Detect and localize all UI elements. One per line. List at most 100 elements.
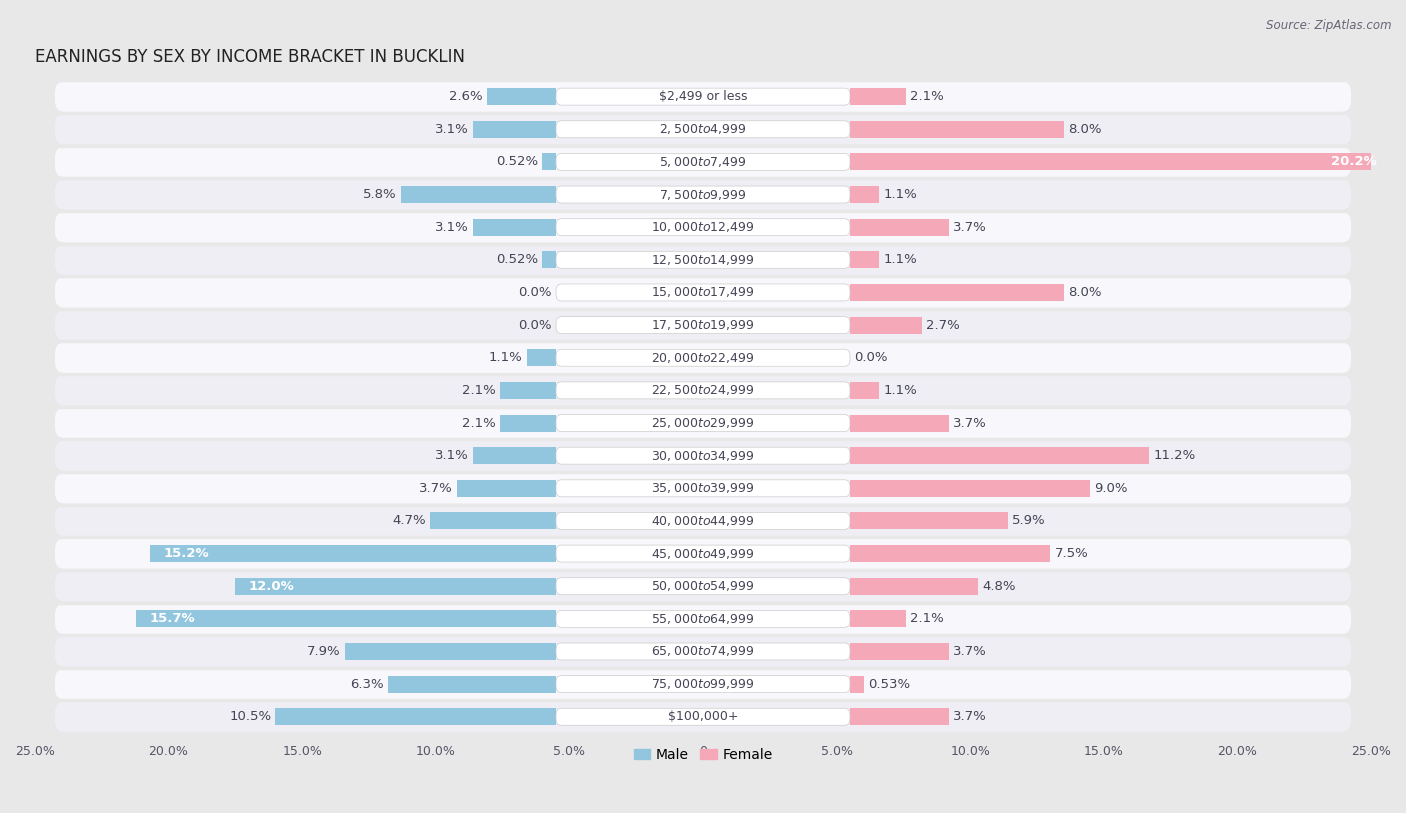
Text: $20,000 to $22,499: $20,000 to $22,499 [651,350,755,365]
FancyBboxPatch shape [55,473,1351,503]
Text: 3.7%: 3.7% [419,482,453,495]
Text: EARNINGS BY SEX BY INCOME BRACKET IN BUCKLIN: EARNINGS BY SEX BY INCOME BRACKET IN BUC… [35,47,465,66]
Text: 3.1%: 3.1% [436,220,470,233]
Bar [851,708,949,725]
Text: 2.7%: 2.7% [927,319,960,332]
Text: $30,000 to $34,999: $30,000 to $34,999 [651,449,755,463]
FancyBboxPatch shape [555,382,851,399]
Bar [851,251,879,268]
Text: 3.7%: 3.7% [953,416,987,429]
FancyBboxPatch shape [555,316,851,333]
Bar [501,382,555,399]
Text: $100,000+: $100,000+ [668,711,738,724]
Bar [388,676,555,693]
Bar [851,611,905,628]
Bar [344,643,555,660]
FancyBboxPatch shape [555,447,851,464]
Text: $17,500 to $19,999: $17,500 to $19,999 [651,318,755,332]
Text: 3.7%: 3.7% [953,645,987,658]
Text: 20.2%: 20.2% [1330,155,1376,168]
Text: 0.0%: 0.0% [519,286,553,299]
Bar [851,480,1091,497]
FancyBboxPatch shape [55,375,1351,406]
FancyBboxPatch shape [55,669,1351,699]
Bar [474,219,555,236]
Text: $7,500 to $9,999: $7,500 to $9,999 [659,188,747,202]
Text: 1.1%: 1.1% [883,188,917,201]
Bar [851,512,1008,529]
FancyBboxPatch shape [55,179,1351,210]
Text: 15.2%: 15.2% [163,547,209,560]
Text: 0.52%: 0.52% [496,254,538,267]
Bar [401,186,555,203]
Bar [851,219,949,236]
FancyBboxPatch shape [555,708,851,725]
Bar [851,415,949,432]
Bar [235,578,555,594]
FancyBboxPatch shape [55,310,1351,341]
Text: 4.8%: 4.8% [983,580,1015,593]
Bar [474,121,555,137]
Text: 5.8%: 5.8% [363,188,396,201]
FancyBboxPatch shape [55,441,1351,471]
Text: 3.7%: 3.7% [953,220,987,233]
FancyBboxPatch shape [555,88,851,105]
FancyBboxPatch shape [55,603,1351,634]
FancyBboxPatch shape [55,81,1351,112]
FancyBboxPatch shape [55,636,1351,667]
Bar [851,88,905,105]
Bar [851,447,1149,464]
Text: 7.5%: 7.5% [1054,547,1088,560]
FancyBboxPatch shape [55,702,1351,733]
FancyBboxPatch shape [555,512,851,529]
Bar [457,480,555,497]
Bar [851,121,1064,137]
FancyBboxPatch shape [555,545,851,562]
Bar [276,708,555,725]
FancyBboxPatch shape [55,114,1351,145]
Bar [851,154,1389,171]
Bar [851,643,949,660]
FancyBboxPatch shape [555,350,851,366]
Text: $45,000 to $49,999: $45,000 to $49,999 [651,546,755,561]
Bar [527,350,555,366]
Bar [501,415,555,432]
Text: 5.9%: 5.9% [1012,515,1045,528]
Text: 2.1%: 2.1% [910,612,943,625]
Text: 2.1%: 2.1% [463,384,496,397]
Bar [543,154,555,171]
Text: $5,000 to $7,499: $5,000 to $7,499 [659,155,747,169]
Text: 7.9%: 7.9% [308,645,340,658]
Bar [430,512,555,529]
Text: 1.1%: 1.1% [489,351,523,364]
Bar [486,88,555,105]
Bar [851,545,1050,562]
FancyBboxPatch shape [55,538,1351,569]
Text: 15.7%: 15.7% [150,612,195,625]
Text: 0.53%: 0.53% [868,678,910,690]
Bar [474,447,555,464]
Text: $50,000 to $54,999: $50,000 to $54,999 [651,579,755,593]
Text: 8.0%: 8.0% [1067,286,1101,299]
Bar [150,545,555,562]
Bar [136,611,555,628]
Bar [851,382,879,399]
Text: 0.0%: 0.0% [519,319,553,332]
Text: $10,000 to $12,499: $10,000 to $12,499 [651,220,755,234]
Bar [543,251,555,268]
Bar [851,676,865,693]
FancyBboxPatch shape [55,212,1351,242]
FancyBboxPatch shape [55,407,1351,438]
Text: $55,000 to $64,999: $55,000 to $64,999 [651,612,755,626]
Text: 2.6%: 2.6% [449,90,482,103]
FancyBboxPatch shape [555,480,851,497]
Text: Source: ZipAtlas.com: Source: ZipAtlas.com [1267,19,1392,32]
Text: $35,000 to $39,999: $35,000 to $39,999 [651,481,755,495]
Text: $22,500 to $24,999: $22,500 to $24,999 [651,384,755,398]
Text: 10.5%: 10.5% [229,711,271,724]
Text: $2,499 or less: $2,499 or less [659,90,747,103]
Bar [851,578,979,594]
FancyBboxPatch shape [555,415,851,432]
Text: $65,000 to $74,999: $65,000 to $74,999 [651,645,755,659]
Text: $12,500 to $14,999: $12,500 to $14,999 [651,253,755,267]
